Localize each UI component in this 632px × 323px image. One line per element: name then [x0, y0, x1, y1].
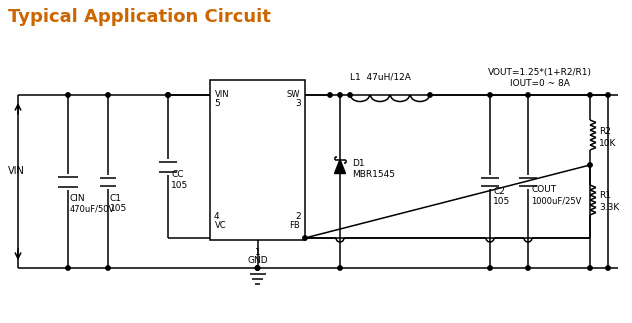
Text: CIN: CIN [70, 194, 85, 203]
Text: VOUT=1.25*(1+R2/R1): VOUT=1.25*(1+R2/R1) [488, 68, 592, 78]
Circle shape [166, 93, 170, 97]
Circle shape [66, 93, 70, 97]
Text: R1: R1 [599, 192, 611, 201]
Circle shape [488, 93, 492, 97]
Text: 5: 5 [214, 99, 220, 108]
Circle shape [588, 163, 592, 167]
Text: R2: R2 [599, 127, 611, 136]
Circle shape [606, 266, 611, 270]
Circle shape [106, 266, 110, 270]
Text: 105: 105 [110, 204, 127, 213]
Text: MBR1545: MBR1545 [352, 170, 395, 179]
Circle shape [606, 93, 611, 97]
Text: IOUT=0 ~ 8A: IOUT=0 ~ 8A [510, 78, 570, 88]
Text: 2: 2 [295, 212, 301, 221]
Circle shape [348, 93, 352, 97]
Text: 105: 105 [493, 197, 510, 206]
Circle shape [166, 93, 170, 97]
Text: Typical Application Circuit: Typical Application Circuit [8, 8, 271, 26]
Text: 10K: 10K [599, 139, 616, 148]
Circle shape [428, 93, 432, 97]
Text: CC: CC [171, 170, 183, 179]
Text: FB: FB [289, 221, 300, 230]
Text: 470uF/50V: 470uF/50V [70, 204, 115, 213]
Circle shape [328, 93, 332, 97]
Circle shape [66, 266, 70, 270]
Circle shape [526, 93, 530, 97]
Circle shape [106, 93, 110, 97]
Text: L1  47uH/12A: L1 47uH/12A [349, 72, 410, 81]
Text: SW: SW [286, 90, 300, 99]
Circle shape [488, 266, 492, 270]
Circle shape [255, 266, 260, 270]
Text: VIN: VIN [8, 166, 25, 176]
Circle shape [526, 266, 530, 270]
Text: 3: 3 [295, 99, 301, 108]
Text: COUT: COUT [531, 185, 556, 194]
Text: 3.3K: 3.3K [599, 203, 619, 213]
Text: 1: 1 [255, 248, 260, 257]
Polygon shape [334, 160, 346, 173]
Text: D1: D1 [352, 159, 365, 168]
Text: C2: C2 [493, 187, 505, 196]
Circle shape [588, 93, 592, 97]
Text: 4: 4 [214, 212, 220, 221]
Text: C1: C1 [110, 194, 122, 203]
Text: 105: 105 [171, 181, 188, 190]
Bar [210, 80, 305, 240]
Text: VC: VC [215, 221, 227, 230]
Circle shape [255, 266, 260, 270]
Text: 1000uF/25V: 1000uF/25V [531, 196, 581, 205]
Text: VIN: VIN [215, 90, 229, 99]
Circle shape [588, 266, 592, 270]
Circle shape [337, 266, 342, 270]
Circle shape [303, 236, 307, 240]
Circle shape [337, 93, 342, 97]
Text: GND: GND [247, 256, 268, 265]
